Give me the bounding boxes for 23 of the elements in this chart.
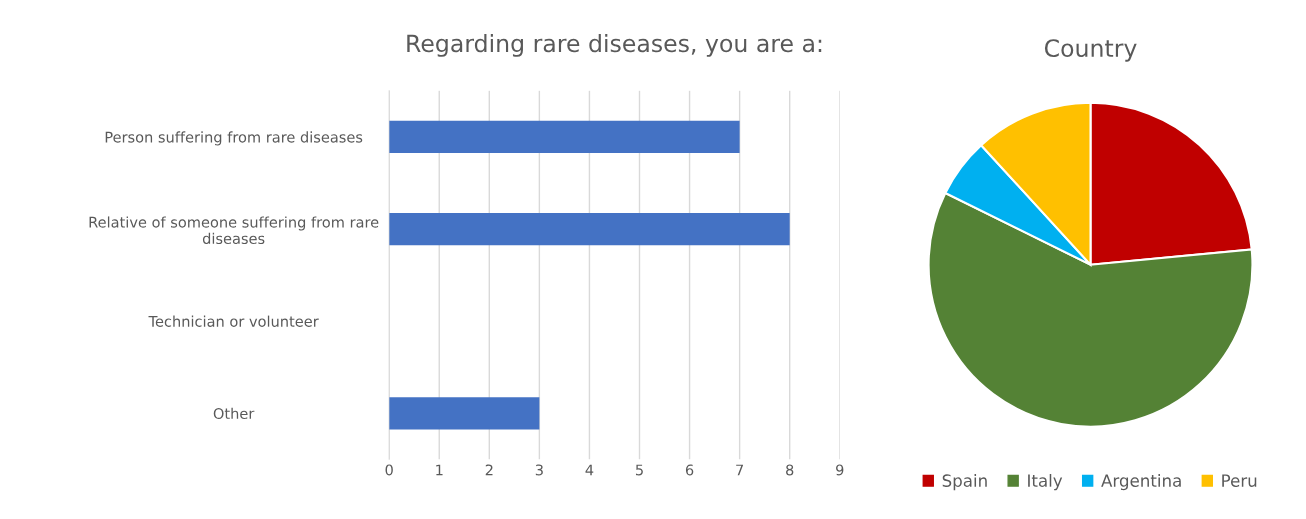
x-tick-label: 2 bbox=[485, 464, 493, 476]
x-tick-label: 6 bbox=[685, 464, 694, 476]
bar bbox=[389, 397, 540, 430]
legend-label: Argentina bbox=[1101, 474, 1181, 491]
x-tick-label: 7 bbox=[736, 464, 744, 476]
y-tick-label: Relative of someone suffering from rare diseases bbox=[89, 216, 379, 245]
y-tick-label: Technician or volunteer bbox=[148, 315, 319, 327]
x-tick-label: 5 bbox=[635, 464, 643, 476]
x-tick-label: 4 bbox=[585, 464, 594, 476]
legend-label: Italy bbox=[1028, 474, 1063, 491]
x-tick-label: 3 bbox=[535, 464, 543, 476]
legend-label: Spain bbox=[942, 474, 987, 491]
chart-title: Regarding rare diseases, you are a: bbox=[407, 34, 822, 57]
bar bbox=[389, 212, 790, 246]
x-tick-label: 1 bbox=[436, 464, 443, 476]
x-tick-label: 9 bbox=[836, 464, 844, 476]
bar bbox=[389, 120, 740, 154]
y-tick-label: Other bbox=[213, 407, 255, 419]
x-tick-label: 0 bbox=[385, 464, 393, 476]
x-tick-label: 8 bbox=[786, 464, 794, 476]
legend-label: Peru bbox=[1222, 474, 1257, 487]
y-tick-label: Person suffering from rare diseases bbox=[105, 131, 363, 146]
chart-title: Country bbox=[1044, 39, 1137, 62]
